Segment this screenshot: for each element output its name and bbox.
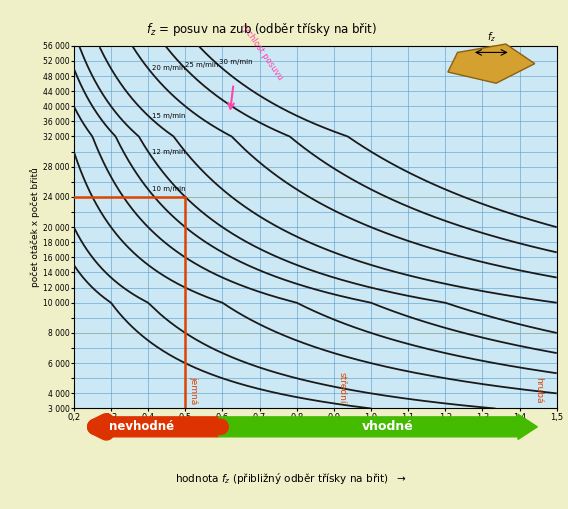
Text: 30 m/min: 30 m/min: [219, 59, 252, 65]
Text: $f_z$: $f_z$: [487, 30, 496, 44]
Text: 12 m/min: 12 m/min: [152, 149, 185, 155]
Polygon shape: [448, 44, 535, 83]
Y-axis label: počet otáček x počet břitů: počet otáček x počet břitů: [30, 167, 40, 287]
Text: $f_z$ = posuv na zub (odběr třísky na břit): $f_z$ = posuv na zub (odběr třísky na bř…: [146, 21, 377, 38]
Text: jemná: jemná: [189, 376, 198, 404]
Text: nevhodné: nevhodné: [109, 420, 174, 433]
FancyArrow shape: [219, 414, 537, 439]
Text: hrubá: hrubá: [534, 378, 544, 404]
Text: střední: střední: [337, 373, 346, 404]
FancyArrow shape: [88, 414, 219, 439]
Text: 15 m/min: 15 m/min: [152, 112, 185, 119]
Text: 10 m/min: 10 m/min: [152, 186, 186, 192]
Text: 25 m/min: 25 m/min: [185, 62, 219, 68]
Text: hodnota $f_z$ (přibližný odběr třísky na břit)  $\rightarrow$: hodnota $f_z$ (přibližný odběr třísky na…: [176, 471, 407, 486]
Text: 20 m/min: 20 m/min: [152, 66, 185, 71]
Text: vhodné: vhodné: [362, 420, 414, 433]
Text: rychlost posuvu: rychlost posuvu: [239, 22, 285, 82]
